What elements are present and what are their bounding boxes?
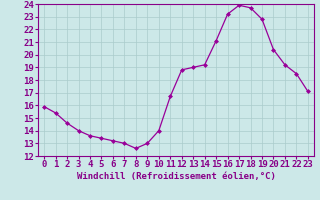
X-axis label: Windchill (Refroidissement éolien,°C): Windchill (Refroidissement éolien,°C): [76, 172, 276, 181]
